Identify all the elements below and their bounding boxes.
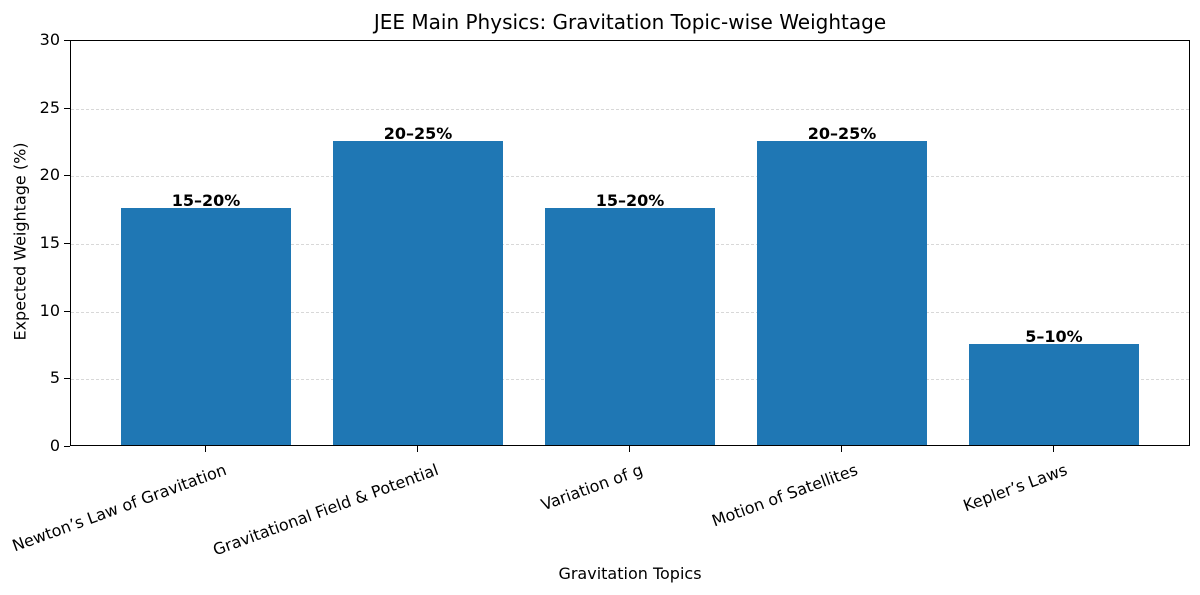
x-tick-label: Motion of Satellites [709, 460, 861, 531]
y-tick-mark [64, 243, 70, 244]
y-tick-label: 20 [39, 165, 60, 185]
plot-area: 15–20% 20–25% 15–20% 20–25% 5–10% [70, 40, 1190, 446]
y-tick-mark [64, 40, 70, 41]
gridline [71, 108, 1189, 110]
y-tick-label: 30 [39, 30, 60, 49]
bar-value-label: 15–20% [595, 191, 665, 211]
x-tick-mark [841, 446, 842, 452]
x-tick-label: Variation of g [538, 460, 646, 515]
x-tick-label: Newton’s Law of Gravitation [9, 460, 229, 556]
x-tick-mark [629, 446, 630, 452]
x-tick-label: Kepler’s Laws [960, 460, 1070, 516]
y-tick-mark [64, 446, 70, 447]
bar-value-label: 20–25% [383, 123, 453, 143]
x-axis-label: Gravitation Topics [558, 564, 702, 583]
x-tick-mark [205, 446, 206, 452]
y-tick-label: 5 [49, 368, 60, 388]
bar [757, 140, 927, 445]
bar [969, 343, 1139, 445]
y-tick-label: 15 [39, 233, 60, 252]
bar-value-label: 15–20% [171, 191, 241, 211]
bar [545, 208, 715, 445]
y-tick-mark [64, 310, 70, 312]
y-tick-mark [64, 107, 70, 109]
bar-value-label: 20–25% [807, 123, 877, 143]
x-tick-mark [1053, 446, 1054, 452]
x-tick-label: Gravitational Field & Potential [210, 460, 442, 560]
bar-value-label: 5–10% [1025, 326, 1083, 346]
y-tick-label: 0 [49, 436, 60, 455]
x-tick-mark [417, 446, 418, 452]
bar [121, 208, 291, 445]
y-tick-mark [64, 378, 70, 380]
gridline [71, 176, 1189, 178]
bar [333, 140, 503, 445]
y-tick-label: 25 [39, 97, 60, 117]
chart-title: JEE Main Physics: Gravitation Topic-wise… [373, 10, 887, 34]
y-tick-label: 10 [39, 300, 60, 320]
y-tick-mark [64, 175, 70, 177]
